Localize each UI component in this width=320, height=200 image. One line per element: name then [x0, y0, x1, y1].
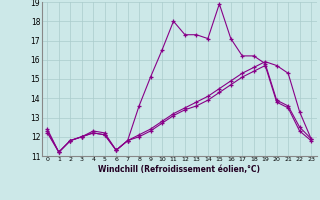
X-axis label: Windchill (Refroidissement éolien,°C): Windchill (Refroidissement éolien,°C)	[98, 165, 260, 174]
